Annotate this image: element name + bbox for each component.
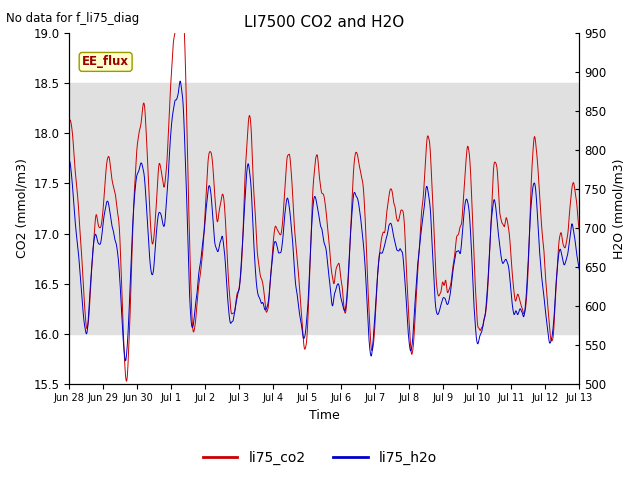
Y-axis label: H2O (mmol/m3): H2O (mmol/m3) [612,158,625,259]
li75_h2o [284,195,291,201]
li75_h2o [65,158,73,164]
Title: LI7500 CO2 and H2O: LI7500 CO2 and H2O [244,15,404,30]
li75_co2 [511,295,518,301]
li75_co2 [172,24,180,30]
Text: No data for f_li75_diag: No data for f_li75_diag [6,12,140,25]
li75_co2 [284,154,291,159]
li75_co2 [154,173,162,179]
li75_co2 [575,228,583,234]
Y-axis label: CO2 (mmol/m3): CO2 (mmol/m3) [15,158,28,258]
Line: li75_h2o: li75_h2o [69,81,579,361]
Line: li75_co2: li75_co2 [69,27,579,381]
li75_h2o [124,336,132,341]
li75_co2 [123,378,131,384]
Bar [69,183,579,334]
li75_h2o [262,307,269,313]
li75_co2 [65,119,73,125]
li75_h2o [122,358,129,364]
li75_h2o [154,214,162,220]
li75_h2o [566,237,573,243]
li75_co2 [566,208,573,214]
li75_h2o [575,267,583,273]
Legend: li75_co2, li75_h2o: li75_co2, li75_h2o [197,445,443,471]
Bar [69,83,579,183]
Text: EE_flux: EE_flux [82,55,129,69]
li75_co2 [124,367,132,372]
li75_co2 [262,302,269,308]
li75_h2o [176,78,184,84]
X-axis label: Time: Time [309,409,340,422]
li75_h2o [511,311,518,317]
